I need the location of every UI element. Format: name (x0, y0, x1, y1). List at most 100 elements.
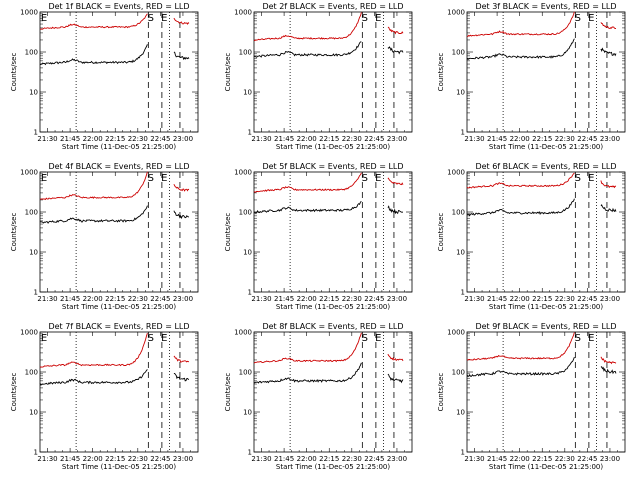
x-tick-label: 22:00 (83, 455, 103, 463)
x-tick-label: 21:30 (37, 295, 57, 303)
lld-series-line (387, 177, 404, 186)
y-tick-label: 1000 (234, 169, 252, 177)
panel-title: Det 3f BLACK = Events, RED = LLD (475, 2, 616, 11)
events-series-line (39, 44, 148, 66)
x-tick-label: 22:30 (128, 455, 148, 463)
events-series-line (600, 204, 617, 213)
x-tick-label: 21:45 (487, 135, 507, 143)
y-tick-label: 1 (248, 129, 252, 137)
panel-frame (253, 331, 413, 453)
interval-marker-label: S (148, 13, 154, 24)
x-axis-label: Start Time (11-Dec-05 21:25:00) (276, 463, 390, 471)
y-axis-label: Counts/sec (10, 213, 18, 252)
x-tick-label: 22:00 (510, 295, 530, 303)
panel-title: Det 7f BLACK = Events, RED = LLD (48, 322, 189, 331)
events-series-line (466, 198, 575, 217)
events-series-line (600, 366, 617, 375)
x-tick-label: 22:00 (297, 455, 317, 463)
y-tick-label: 100 (25, 49, 38, 57)
interval-marker-label: E (41, 333, 47, 344)
panel-title: Det 1f BLACK = Events, RED = LLD (48, 2, 189, 11)
panel-frame (39, 11, 199, 133)
y-tick-label: 10 (29, 89, 38, 97)
lld-series-line (466, 11, 575, 37)
x-tick-label: 23:00 (173, 455, 193, 463)
y-tick-label: 10 (456, 409, 465, 417)
x-tick-label: 22:00 (297, 135, 317, 143)
x-tick-label: 22:15 (105, 295, 125, 303)
interval-marker-label: S (362, 333, 368, 344)
y-tick-label: 1 (248, 289, 252, 297)
lld-series-line (387, 26, 404, 35)
x-tick-label: 21:30 (464, 135, 484, 143)
events-series-line (466, 356, 575, 377)
y-tick-label: 1 (461, 449, 465, 457)
interval-marker-label: E (41, 13, 47, 24)
interval-marker-label: S (362, 173, 368, 184)
x-tick-label: 22:15 (105, 455, 125, 463)
interval-marker-label: E (588, 13, 594, 24)
y-tick-label: 10 (29, 409, 38, 417)
events-series-line (600, 47, 617, 57)
x-tick-label: 22:30 (555, 455, 575, 463)
x-tick-label: 22:30 (128, 295, 148, 303)
x-tick-label: 23:00 (173, 295, 193, 303)
y-tick-label: 10 (456, 89, 465, 97)
x-tick-label: 21:30 (464, 455, 484, 463)
panel-title: Det 6f BLACK = Events, RED = LLD (475, 162, 616, 171)
x-tick-label: 22:30 (128, 135, 148, 143)
panel-title: Det 5f BLACK = Events, RED = LLD (262, 162, 403, 171)
x-tick-label: 23:00 (600, 295, 620, 303)
y-tick-label: 100 (239, 369, 252, 377)
x-tick-label: 22:15 (532, 295, 552, 303)
y-tick-label: 10 (243, 89, 252, 97)
panel-title: Det 9f BLACK = Events, RED = LLD (475, 322, 616, 331)
events-series-line (173, 210, 190, 220)
y-tick-label: 100 (239, 209, 252, 217)
x-axis-label: Start Time (11-Dec-05 21:25:00) (62, 463, 176, 471)
events-series-line (387, 373, 404, 384)
events-series-line (253, 201, 362, 214)
x-tick-label: 21:45 (487, 455, 507, 463)
panel-frame (466, 331, 626, 453)
y-tick-label: 100 (25, 209, 38, 217)
x-axis-label: Start Time (11-Dec-05 21:25:00) (489, 143, 603, 151)
interval-marker-label: E (588, 173, 594, 184)
y-tick-label: 100 (239, 49, 252, 57)
x-tick-label: 22:00 (83, 295, 103, 303)
x-axis-label: Start Time (11-Dec-05 21:25:00) (276, 303, 390, 311)
y-tick-label: 1000 (234, 329, 252, 337)
x-tick-label: 22:45 (577, 455, 597, 463)
lld-series-line (600, 356, 617, 365)
y-tick-label: 100 (25, 369, 38, 377)
x-tick-label: 22:30 (342, 135, 362, 143)
x-tick-label: 22:45 (364, 135, 384, 143)
x-tick-label: 22:30 (342, 455, 362, 463)
y-tick-label: 10 (29, 249, 38, 257)
interval-marker-label: E (375, 173, 381, 184)
panel-frame (253, 171, 413, 293)
events-series-line (387, 205, 404, 215)
x-tick-label: 21:30 (464, 295, 484, 303)
x-tick-label: 22:15 (319, 135, 339, 143)
panel-frame (466, 11, 626, 133)
lld-series-line (173, 355, 190, 363)
x-tick-label: 22:45 (364, 455, 384, 463)
events-series-line (39, 369, 148, 386)
x-tick-label: 22:45 (150, 295, 170, 303)
x-tick-label: 23:00 (387, 135, 407, 143)
y-axis-label: Counts/sec (437, 53, 445, 92)
x-tick-label: 22:15 (532, 135, 552, 143)
x-tick-label: 21:45 (274, 135, 294, 143)
interval-marker-label: S (575, 173, 581, 184)
x-tick-label: 21:45 (60, 295, 80, 303)
x-tick-label: 22:30 (342, 295, 362, 303)
x-tick-label: 21:30 (251, 295, 271, 303)
interval-marker-label: E (161, 13, 167, 24)
y-tick-label: 1000 (20, 169, 38, 177)
lld-series-line (173, 17, 190, 25)
interval-marker-label: E (375, 333, 381, 344)
y-tick-label: 100 (452, 369, 465, 377)
x-tick-label: 22:30 (555, 295, 575, 303)
